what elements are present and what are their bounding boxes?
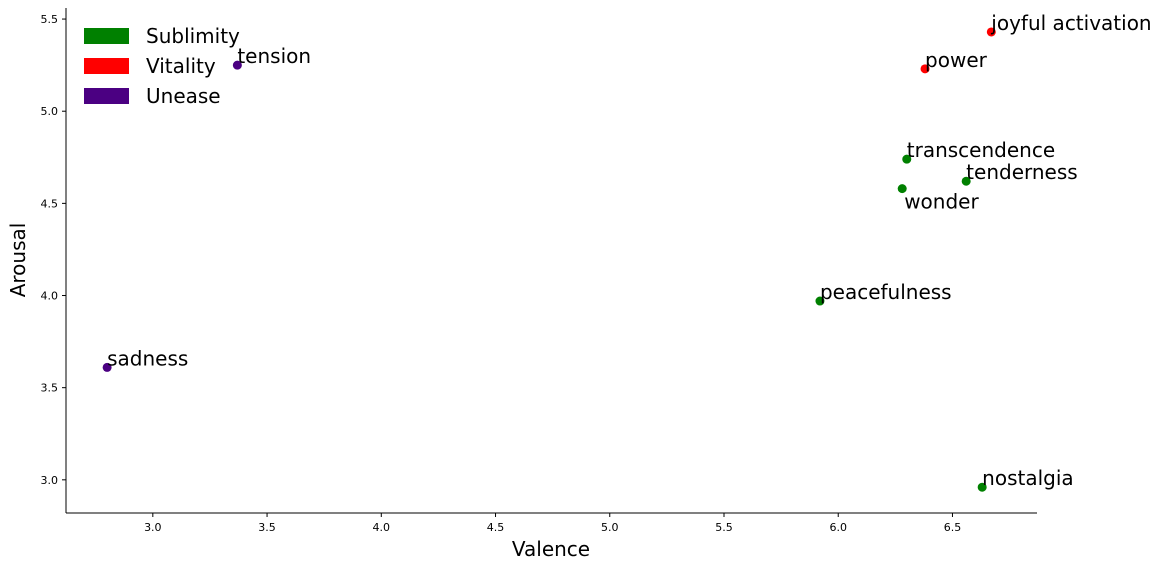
point-label: wonder bbox=[904, 190, 979, 214]
data-point-nostalgia bbox=[977, 482, 987, 492]
point-label: transcendence bbox=[907, 138, 1055, 162]
x-tick-label: 4.0 bbox=[373, 521, 391, 534]
x-tick-label: 4.5 bbox=[487, 521, 505, 534]
point-label: peacefulness bbox=[820, 280, 952, 304]
data-point-transcendence bbox=[902, 154, 912, 164]
x-axis-title: Valence bbox=[512, 537, 590, 561]
data-point-joyful-activation bbox=[986, 27, 996, 37]
point-label: nostalgia bbox=[982, 466, 1073, 490]
point-label: tenderness bbox=[966, 160, 1078, 184]
x-tick-label: 3.0 bbox=[144, 521, 162, 534]
point-label: power bbox=[925, 48, 988, 72]
x-tick-label: 5.0 bbox=[601, 521, 619, 534]
y-tick-label: 3.0 bbox=[41, 474, 59, 487]
y-tick-label: 4.0 bbox=[41, 290, 59, 303]
x-tick-label: 3.5 bbox=[258, 521, 276, 534]
y-ticks: 3.0 3.5 4.0 4.5 5.0 5.5 bbox=[41, 13, 66, 487]
x-ticks: 3.0 3.5 4.0 4.5 5.0 5.5 6.0 6.5 bbox=[144, 513, 961, 534]
data-points bbox=[102, 27, 996, 492]
legend-swatch bbox=[84, 88, 129, 104]
x-tick-label: 6.5 bbox=[944, 521, 962, 534]
legend-swatch bbox=[84, 28, 129, 44]
data-point-tenderness bbox=[961, 176, 971, 186]
legend: Sublimity Vitality Unease bbox=[84, 24, 240, 108]
y-tick-label: 5.5 bbox=[41, 13, 59, 26]
point-label: joyful activation bbox=[990, 11, 1151, 35]
point-label: tension bbox=[237, 44, 311, 68]
legend-entry: Vitality bbox=[146, 54, 216, 78]
data-point-wonder bbox=[897, 184, 907, 194]
legend-entry: Sublimity bbox=[146, 24, 240, 48]
data-point-sadness bbox=[102, 362, 112, 372]
y-axis-title: Arousal bbox=[6, 223, 30, 298]
legend-swatch bbox=[84, 58, 129, 74]
x-tick-label: 5.5 bbox=[715, 521, 733, 534]
point-label: sadness bbox=[107, 346, 188, 370]
data-point-power bbox=[920, 64, 930, 74]
y-tick-label: 4.5 bbox=[41, 197, 59, 210]
data-point-peacefulness bbox=[815, 296, 825, 306]
y-tick-label: 5.0 bbox=[41, 105, 59, 118]
data-point-tension bbox=[232, 60, 242, 70]
x-tick-label: 6.0 bbox=[829, 521, 847, 534]
axes bbox=[65, 8, 1037, 514]
legend-entry: Unease bbox=[146, 84, 221, 108]
y-tick-label: 3.5 bbox=[41, 382, 59, 395]
